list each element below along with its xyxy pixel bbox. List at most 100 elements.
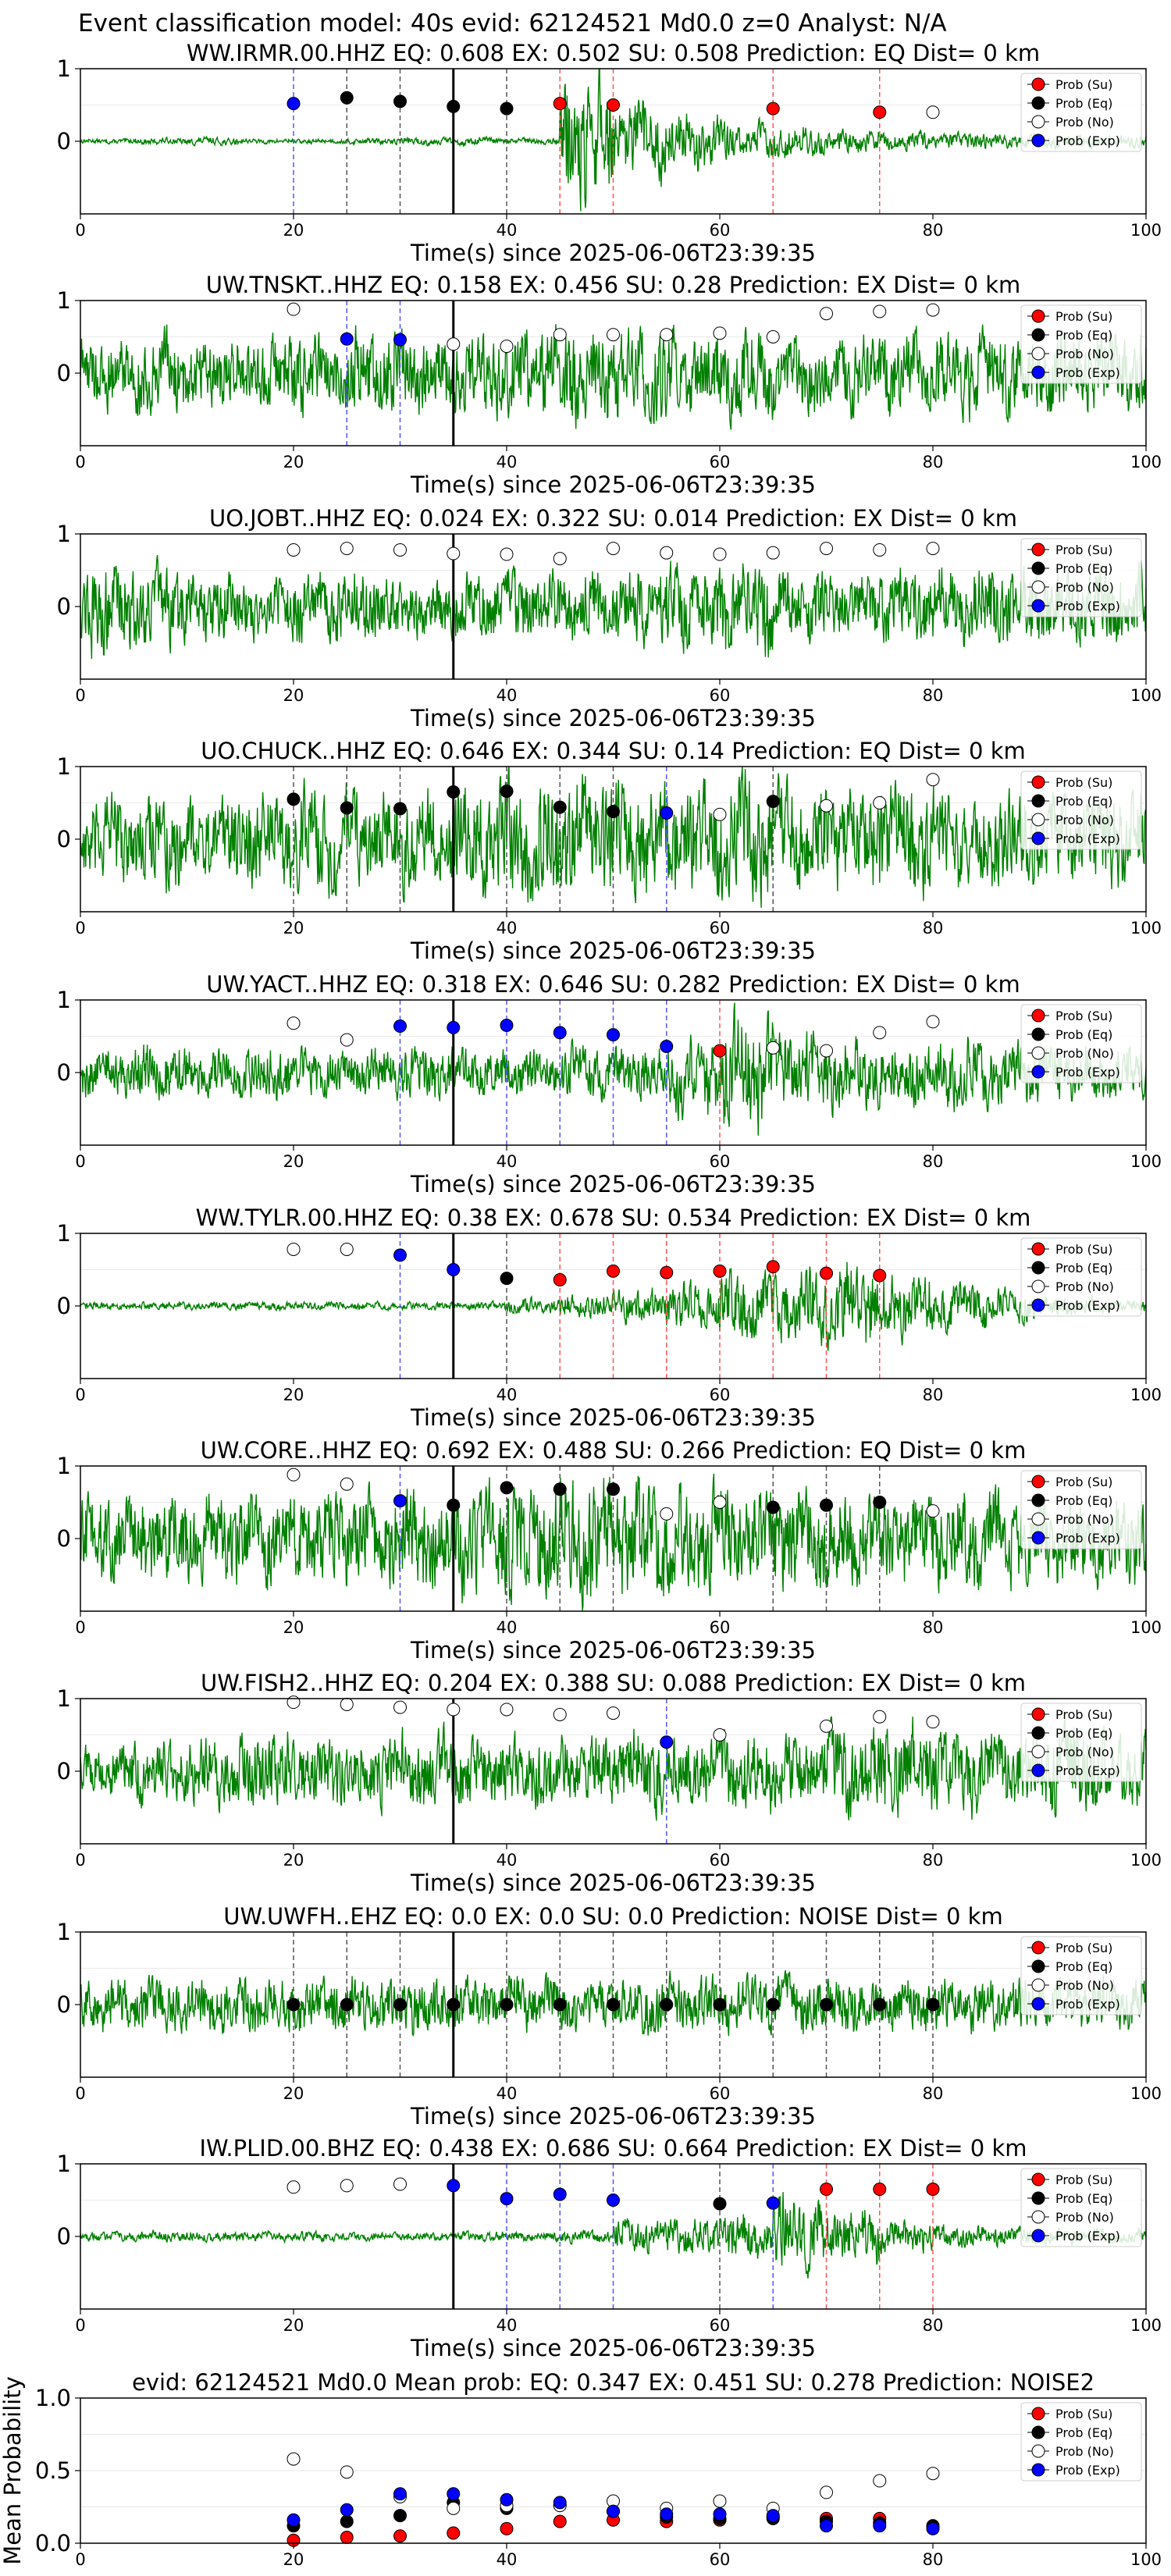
probability-point (926, 105, 940, 119)
probability-point (340, 1697, 354, 1711)
probability-point (500, 101, 514, 116)
panel-title: UW.FISH2..HHZ EQ: 0.204 EX: 0.388 SU: 0.… (201, 1670, 1026, 1696)
probability-point (713, 807, 727, 821)
probability-point (500, 2192, 514, 2206)
legend-marker (1031, 1745, 1045, 1759)
probability-point (873, 1998, 887, 2012)
probability-point (926, 1015, 940, 1029)
x-tick-label: 100 (1130, 686, 1162, 705)
probability-point (873, 1496, 887, 1509)
y-tick-label: 0 (57, 1991, 71, 2018)
legend-label: Prob (Eq) (1055, 794, 1112, 809)
y-tick-label: 0 (57, 593, 71, 620)
station-panel: WW.TYLR.00.HHZ EQ: 0.38 EX: 0.678 SU: 0.… (57, 1204, 1162, 1431)
legend-marker (1031, 543, 1045, 557)
mean-probability-point (447, 2526, 461, 2540)
x-tick-label: 80 (923, 1618, 944, 1637)
legend-label: Prob (No) (1055, 2210, 1114, 2225)
x-tick-label: 40 (497, 1386, 518, 1404)
legend-marker (1031, 1763, 1045, 1777)
probability-point (660, 806, 674, 820)
probability-point (393, 1019, 407, 1033)
x-tick-label: 60 (710, 453, 731, 471)
x-tick-label: 20 (283, 2316, 304, 2335)
probability-point (713, 1264, 727, 1278)
probability-point (500, 340, 514, 354)
probability-point (873, 105, 887, 119)
x-tick-label: 0 (75, 919, 85, 938)
legend-marker (1031, 309, 1045, 323)
y-tick-label: 1 (57, 2151, 71, 2177)
x-tick-label: 0 (75, 1386, 85, 1404)
y-tick-label: 1 (57, 753, 71, 780)
x-tick-label: 100 (1130, 1851, 1162, 1870)
seismic-trace (80, 324, 1147, 430)
probability-point (926, 542, 940, 556)
y-tick-label: 0 (57, 360, 71, 386)
probability-point (287, 2180, 301, 2194)
panel-title: evid: 62124521 Md0.0 Mean prob: EQ: 0.34… (132, 2369, 1094, 2396)
legend-label: Prob (Eq) (1055, 2191, 1112, 2206)
y-tick-label: 0 (57, 1293, 71, 1319)
probability-point (500, 785, 514, 799)
legend-marker (1031, 77, 1045, 91)
legend-label: Prob (No) (1055, 1279, 1114, 1294)
mean-probability-point (447, 2487, 461, 2501)
legend-marker (1031, 775, 1045, 789)
x-tick-label: 40 (497, 1152, 518, 1171)
x-tick-label: 40 (497, 919, 518, 938)
x-axis-label: Time(s) since 2025-06-06T23:39:35 (410, 1404, 816, 1431)
probability-point (393, 333, 407, 347)
probability-point (766, 1500, 780, 1514)
legend-marker (1031, 365, 1045, 379)
legend-marker (1031, 1046, 1045, 1060)
legend-marker (1031, 115, 1045, 129)
mean-probability-point (287, 2452, 301, 2466)
x-tick-label: 40 (497, 2316, 518, 2335)
x-tick-label: 0 (75, 1152, 85, 1171)
probability-point (820, 1044, 833, 1058)
probability-point (500, 547, 514, 561)
seismic-trace (80, 2192, 1147, 2279)
mean-probability-point (340, 2503, 354, 2517)
probability-point (713, 1728, 727, 1742)
probability-point (287, 1242, 301, 1256)
x-tick-label: 0 (75, 453, 85, 471)
probability-point (553, 552, 567, 566)
x-tick-label: 80 (923, 1152, 944, 1171)
legend-marker (1031, 1493, 1045, 1507)
probability-point (447, 1498, 461, 1512)
probability-point (713, 2197, 727, 2211)
probability-point (607, 98, 620, 112)
probability-point (713, 1044, 727, 1058)
probability-point (500, 1272, 514, 1286)
legend-marker (1031, 347, 1045, 361)
x-tick-label: 100 (1130, 1152, 1162, 1171)
station-panel: IW.PLID.00.BHZ EQ: 0.438 EX: 0.686 SU: 0… (57, 2135, 1162, 2361)
x-tick-label: 0 (75, 686, 85, 705)
legend-label: Prob (Eq) (1055, 1261, 1112, 1276)
x-tick-label: 20 (283, 1386, 304, 1404)
y-tick-label: 0 (57, 826, 71, 852)
legend-label: Prob (Eq) (1055, 2425, 1112, 2440)
y-tick-label: 0 (57, 1758, 71, 1784)
probability-point (873, 796, 887, 809)
station-panel: UO.CHUCK..HHZ EQ: 0.646 EX: 0.344 SU: 0.… (57, 738, 1162, 964)
probability-point (926, 1998, 940, 2012)
legend-marker (1031, 96, 1045, 110)
x-tick-label: 80 (923, 2550, 944, 2569)
legend-marker (1031, 1978, 1045, 1992)
probability-point (766, 101, 780, 116)
mean-probability-point (926, 2467, 940, 2481)
x-tick-label: 40 (497, 1851, 518, 1870)
x-tick-label: 100 (1130, 1386, 1162, 1404)
probability-point (766, 546, 780, 560)
x-tick-label: 100 (1130, 2550, 1162, 2569)
legend-label: Prob (Exp) (1055, 2463, 1120, 2478)
probability-point (500, 1481, 514, 1495)
probability-point (447, 1703, 461, 1717)
panel-title: UW.TNSKT..HHZ EQ: 0.158 EX: 0.456 SU: 0.… (206, 272, 1021, 298)
probability-point (340, 1033, 354, 1047)
probability-point (926, 303, 940, 317)
